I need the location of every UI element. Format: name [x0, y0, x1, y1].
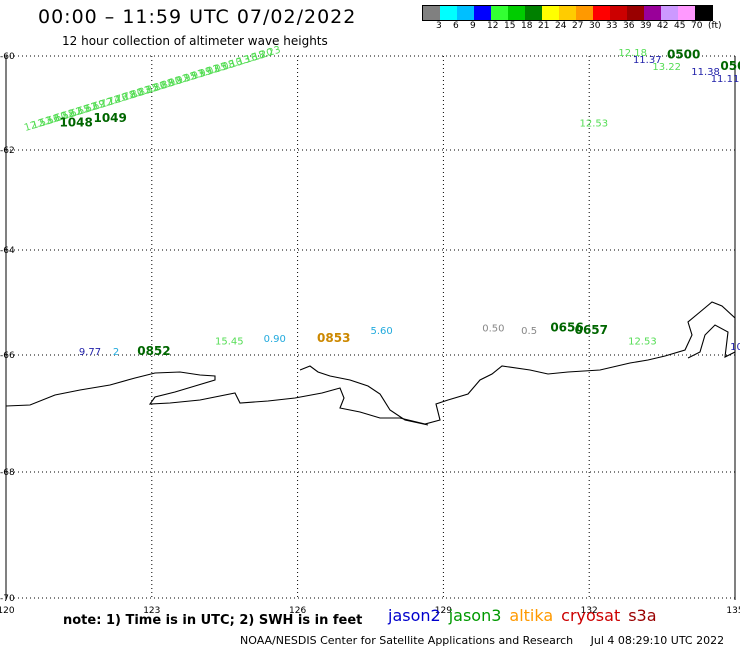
swh-value-label: 5.60 [371, 326, 393, 337]
x-tick-label: 123 [143, 606, 160, 616]
y-tick-label: -64 [0, 246, 15, 256]
pass-time-label: 0501 [720, 59, 740, 73]
antarctic-coastline [5, 301, 736, 426]
swh-value-label: 10 [730, 342, 740, 353]
colorbar-swatch [525, 6, 542, 20]
colorbar-swatch [440, 6, 457, 20]
swh-value-label: 0.5 [521, 326, 537, 337]
colorbar-swatch [474, 6, 491, 20]
colorbar-label: 24 [555, 21, 567, 31]
pass-time-label: 0500 [667, 47, 700, 61]
y-tick-label: -60 [0, 52, 15, 62]
swh-value-label: 11.38 [691, 67, 720, 78]
colorbar-label: 27 [572, 21, 584, 31]
pass-time-label: 0853 [317, 331, 350, 345]
colorbar-swatch [661, 6, 678, 20]
colorbar-label: (ft) [708, 21, 722, 31]
colorbar-labels: 3 6 9 12 15 18 21 24 27 30 33 36 39 42 45 70 (ft) [422, 21, 740, 33]
pass-time-label: 0657 [575, 323, 608, 337]
colorbar-label: 3 [436, 21, 442, 31]
y-tick-label: -68 [0, 468, 15, 478]
credit-line: NOAA/NESDIS Center for Satellite Applica… [240, 634, 724, 647]
credit-text: NOAA/NESDIS Center for Satellite Applica… [240, 634, 574, 647]
y-tick-label: -70 [0, 594, 15, 604]
swh-value-label: 0.90 [264, 334, 286, 345]
x-tick-label: 120 [0, 606, 15, 616]
colorbar-label: 33 [606, 21, 618, 31]
swh-value-label: 12.18 [618, 48, 647, 59]
colorbar-swatch [644, 6, 661, 20]
colorbar-label: 36 [623, 21, 635, 31]
colorbar-swatch [627, 6, 644, 20]
axis-ticks: 120 123 126 129 132 135 -60 -62 -64 -66 -68 -70 [0, 52, 740, 616]
legend-jason3: jason3 [448, 606, 502, 625]
x-tick-label: 126 [289, 606, 306, 616]
colorbar-swatch [678, 6, 695, 20]
colorbar-swatch [508, 6, 525, 20]
y-tick-label: -62 [0, 146, 15, 156]
track-value-label: 12.53 [579, 119, 608, 130]
colorbar-swatch [695, 6, 712, 20]
colorbar-label: 6 [453, 21, 459, 31]
colorbar-label: 39 [640, 21, 652, 31]
legend-s3a: s3a [628, 606, 657, 625]
swh-value-label: 11.37 [633, 55, 662, 66]
x-tick-label: 132 [581, 606, 598, 616]
pass-time-label: 0656 [550, 320, 583, 334]
footnote: note: 1) Time is in UTC; 2) SWH is in fe… [63, 613, 363, 628]
swh-value-label: 15.45 [215, 337, 244, 348]
colorbar-swatch [610, 6, 627, 20]
colorbar-label: 42 [657, 21, 669, 31]
colorbar-swatch [559, 6, 576, 20]
colorbar-swatch [593, 6, 610, 20]
map-subtitle: 12 hour collection of altimeter wave hei… [62, 34, 328, 48]
swh-value-label: 9.77 [79, 347, 101, 358]
legend-altika: altika [509, 606, 554, 625]
colorbar-label: 45 [674, 21, 686, 31]
swh-value-label: 12.53 [628, 337, 657, 348]
colorbar-label: 21 [538, 21, 550, 31]
swh-value-label: 13.22 [652, 62, 681, 73]
colorbar-swatch [576, 6, 593, 20]
colorbar-label: 70 [691, 21, 703, 31]
colorbar-swatch [457, 6, 474, 20]
map-grid [6, 55, 735, 600]
colorbar-swatch [542, 6, 559, 20]
pass-time-label: 0852 [137, 344, 170, 358]
timestamp: Jul 4 08:29:10 UTC 2022 [590, 634, 725, 647]
legend-jason2: jason2 [388, 606, 441, 625]
satellite-legend: jason2 jason3 altika cryosat s3a [388, 606, 665, 625]
y-tick-label: -66 [0, 351, 15, 361]
colorbar-label: 9 [470, 21, 476, 31]
pass-time-label: 1048 [59, 116, 92, 130]
colorbar-swatch [491, 6, 508, 20]
swh-value-label: 2 [113, 347, 119, 358]
legend-cryosat: cryosat [561, 606, 621, 625]
swh-value-label: 0.50 [482, 323, 504, 334]
x-tick-label: 129 [435, 606, 452, 616]
swh-value-label: 11.11.0 [711, 74, 740, 85]
colorbar-label: 15 [504, 21, 516, 31]
colorbar-label: 30 [589, 21, 601, 31]
colorbar-label: 12 [487, 21, 499, 31]
colorbar-swatch [423, 6, 440, 20]
pass-time-label: 1049 [93, 111, 126, 125]
map-title: 00:00 – 11:59 UTC 07/02/2022 [38, 6, 357, 28]
colorbar-label: 18 [521, 21, 533, 31]
x-tick-label: 135 [726, 606, 740, 616]
wave-height-colorbar [422, 5, 713, 21]
